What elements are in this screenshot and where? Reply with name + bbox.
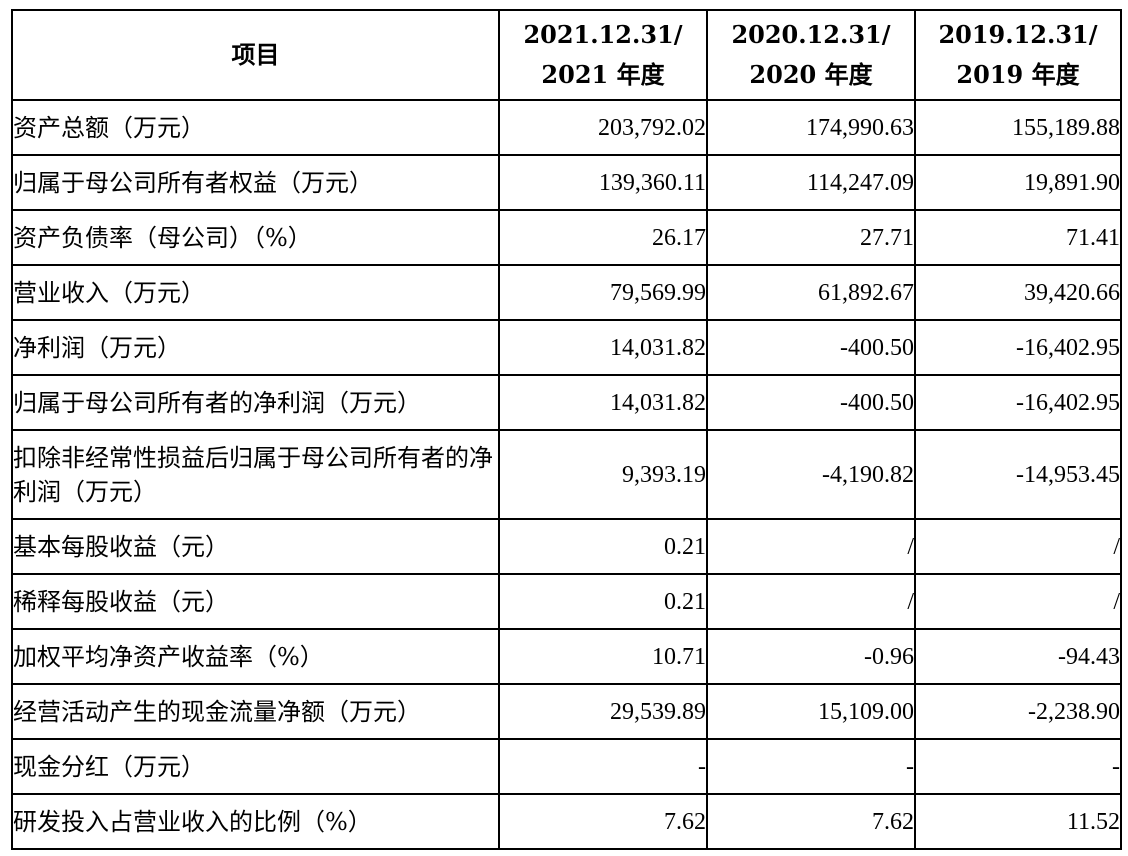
row-label: 加权平均净资产收益率（%）: [11, 628, 500, 685]
table-row: 净利润（万元） 14,031.82 -400.50 -16,402.95: [11, 319, 1122, 376]
cell-2019: -: [914, 738, 1122, 795]
row-label: 营业收入（万元）: [11, 264, 500, 321]
row-label: 资产负债率（母公司）（%）: [11, 209, 500, 266]
cell-2019: -16,402.95: [914, 374, 1122, 431]
cell-2021: -: [498, 738, 708, 795]
header-col-2019: 2019.12.31/ 2019 年度: [914, 9, 1122, 101]
header-item: 项目: [11, 9, 500, 101]
header-col-2021-year: 2021 年度: [541, 60, 665, 89]
header-col-2020: 2020.12.31/ 2020 年度: [706, 9, 916, 101]
cell-2021: 14,031.82: [498, 374, 708, 431]
cell-2020: 61,892.67: [706, 264, 916, 321]
header-col-2021-date: 2021.12.31/: [523, 20, 683, 49]
cell-2020: 174,990.63: [706, 99, 916, 156]
cell-2021: 7.62: [498, 793, 708, 850]
row-label: 经营活动产生的现金流量净额（万元）: [11, 683, 500, 740]
cell-2021: 10.71: [498, 628, 708, 685]
cell-2020: 114,247.09: [706, 154, 916, 211]
cell-2021: 29,539.89: [498, 683, 708, 740]
row-label: 稀释每股收益（元）: [11, 573, 500, 630]
cell-2019: -94.43: [914, 628, 1122, 685]
cell-2020: -400.50: [706, 319, 916, 376]
table-row: 归属于母公司所有者权益（万元） 139,360.11 114,247.09 19…: [11, 154, 1122, 211]
cell-2020: 27.71: [706, 209, 916, 266]
cell-2020: /: [706, 518, 916, 575]
table-row: 研发投入占营业收入的比例（%） 7.62 7.62 11.52: [11, 793, 1122, 850]
table-header-row: 项目 2021.12.31/ 2021 年度 2020.12.31/ 2020 …: [11, 9, 1122, 101]
header-col-2019-date: 2019.12.31/: [938, 20, 1098, 49]
cell-2020: -0.96: [706, 628, 916, 685]
table-row: 资产负债率（母公司）（%） 26.17 27.71 71.41: [11, 209, 1122, 266]
cell-2019: 11.52: [914, 793, 1122, 850]
table-row: 基本每股收益（元） 0.21 / /: [11, 518, 1122, 575]
cell-2020: -4,190.82: [706, 429, 916, 520]
table-row: 稀释每股收益（元） 0.21 / /: [11, 573, 1122, 630]
cell-2021: 26.17: [498, 209, 708, 266]
row-label: 资产总额（万元）: [11, 99, 500, 156]
cell-2020: -: [706, 738, 916, 795]
table-row: 经营活动产生的现金流量净额（万元） 29,539.89 15,109.00 -2…: [11, 683, 1122, 740]
cell-2021: 0.21: [498, 518, 708, 575]
table-row: 营业收入（万元） 79,569.99 61,892.67 39,420.66: [11, 264, 1122, 321]
cell-2021: 203,792.02: [498, 99, 708, 156]
cell-2019: -2,238.90: [914, 683, 1122, 740]
cell-2019: /: [914, 518, 1122, 575]
cell-2020: 15,109.00: [706, 683, 916, 740]
table-row: 归属于母公司所有者的净利润（万元） 14,031.82 -400.50 -16,…: [11, 374, 1122, 431]
cell-2021: 0.21: [498, 573, 708, 630]
row-label: 基本每股收益（元）: [11, 518, 500, 575]
cell-2021: 9,393.19: [498, 429, 708, 520]
financial-summary-table: 项目 2021.12.31/ 2021 年度 2020.12.31/ 2020 …: [11, 9, 1122, 850]
cell-2019: 71.41: [914, 209, 1122, 266]
row-label: 净利润（万元）: [11, 319, 500, 376]
table-row: 现金分红（万元） - - -: [11, 738, 1122, 795]
cell-2021: 79,569.99: [498, 264, 708, 321]
table-row: 加权平均净资产收益率（%） 10.71 -0.96 -94.43: [11, 628, 1122, 685]
cell-2021: 139,360.11: [498, 154, 708, 211]
header-col-2020-date: 2020.12.31/: [731, 20, 891, 49]
row-label: 归属于母公司所有者权益（万元）: [11, 154, 500, 211]
cell-2020: -400.50: [706, 374, 916, 431]
header-col-2020-year: 2020 年度: [749, 60, 873, 89]
row-label: 研发投入占营业收入的比例（%）: [11, 793, 500, 850]
cell-2019: -14,953.45: [914, 429, 1122, 520]
cell-2019: 39,420.66: [914, 264, 1122, 321]
cell-2019: -16,402.95: [914, 319, 1122, 376]
header-col-2021: 2021.12.31/ 2021 年度: [498, 9, 708, 101]
header-col-2019-year: 2019 年度: [956, 60, 1080, 89]
cell-2019: 155,189.88: [914, 99, 1122, 156]
row-label: 扣除非经常性损益后归属于母公司所有者的净利润（万元）: [11, 429, 500, 520]
table-row: 扣除非经常性损益后归属于母公司所有者的净利润（万元） 9,393.19 -4,1…: [11, 429, 1122, 520]
table-row: 资产总额（万元） 203,792.02 174,990.63 155,189.8…: [11, 99, 1122, 156]
cell-2019: 19,891.90: [914, 154, 1122, 211]
cell-2019: /: [914, 573, 1122, 630]
cell-2021: 14,031.82: [498, 319, 708, 376]
cell-2020: 7.62: [706, 793, 916, 850]
row-label: 现金分红（万元）: [11, 738, 500, 795]
cell-2020: /: [706, 573, 916, 630]
row-label: 归属于母公司所有者的净利润（万元）: [11, 374, 500, 431]
